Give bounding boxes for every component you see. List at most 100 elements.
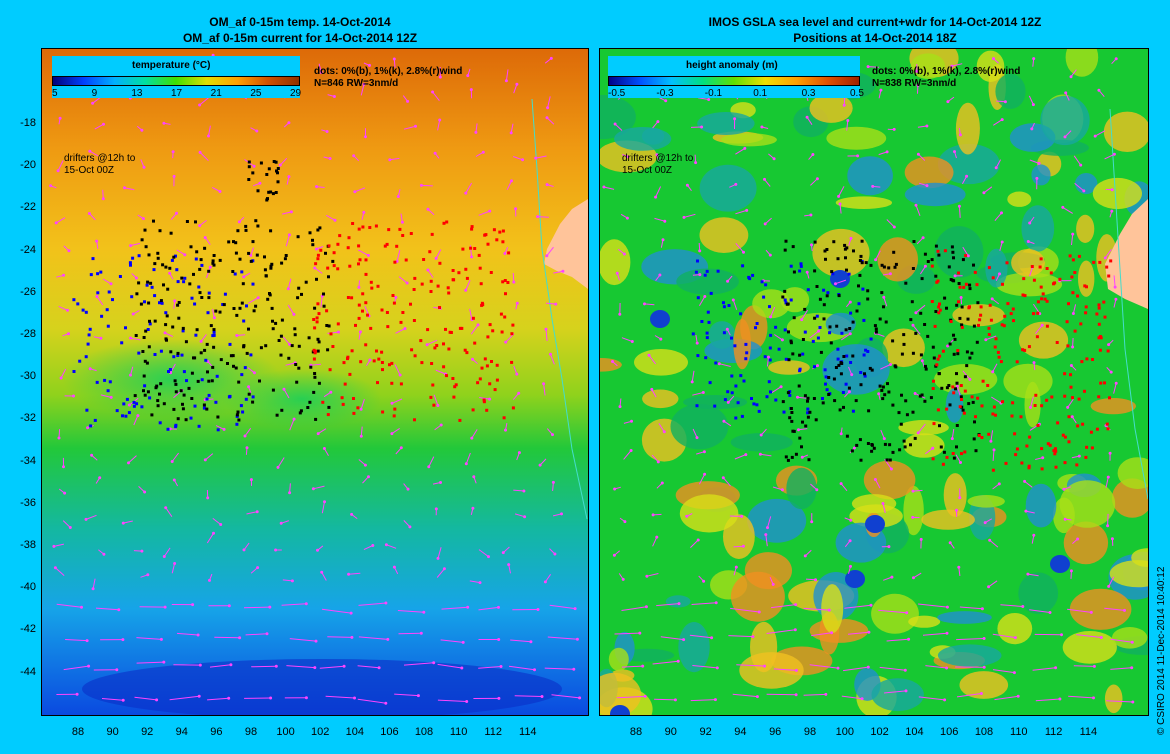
- drifter-dot: [264, 344, 268, 348]
- drifter-dot: [947, 265, 951, 269]
- colorbar-tick-label: 9: [91, 88, 98, 99]
- drifter-dot: [205, 397, 209, 401]
- drifter-dot: [410, 348, 414, 352]
- drifter-dot: [934, 274, 938, 278]
- drifter-dot: [319, 248, 323, 252]
- vector-head: [1092, 664, 1096, 668]
- drifter-dot: [352, 411, 356, 415]
- drifter-dot: [179, 389, 183, 393]
- drifter-dot: [931, 345, 935, 349]
- current-vector: [735, 242, 744, 253]
- drifter-dot: [786, 391, 790, 395]
- drifter-dot: [929, 396, 933, 400]
- drifter-dot: [886, 382, 889, 386]
- drifter-dot: [782, 410, 786, 414]
- drifter-dot: [155, 384, 159, 388]
- vector-head: [515, 372, 519, 376]
- vector-head: [101, 197, 105, 201]
- right-title-line2: Positions at 14-Oct-2014 18Z: [793, 31, 957, 45]
- anomaly-patch: [699, 217, 749, 254]
- current-vector: [478, 549, 489, 558]
- current-vector: [208, 125, 211, 137]
- drifter-dot: [270, 262, 274, 266]
- vector-head: [780, 488, 784, 492]
- drifter-dot: [831, 272, 835, 276]
- vector-head: [173, 562, 177, 565]
- drifter-dot: [146, 280, 150, 284]
- drifter-dot: [1058, 277, 1062, 281]
- drifter-dot: [244, 224, 248, 228]
- current-vector: [506, 180, 512, 191]
- vector-head: [487, 555, 490, 559]
- drifter-dot: [859, 254, 863, 258]
- drifter-dot: [784, 357, 788, 361]
- current-vector: [63, 665, 89, 671]
- drifter-dot: [1084, 305, 1088, 309]
- current-vector: [770, 306, 776, 318]
- vector-head: [438, 75, 442, 79]
- drifter-dot: [789, 407, 793, 410]
- vector-head: [207, 134, 210, 138]
- drifter-dot: [401, 311, 405, 314]
- vector-head: [654, 195, 658, 199]
- vector-head: [916, 431, 920, 435]
- drifter-dot: [1097, 322, 1101, 326]
- current-vector: [1029, 609, 1051, 613]
- drifter-dot: [857, 284, 860, 288]
- drifter-dot: [1108, 396, 1111, 400]
- drifter-dot: [393, 407, 397, 411]
- drifter-dot: [909, 318, 913, 322]
- drifter-dot: [438, 261, 442, 265]
- drifter-dot: [236, 229, 240, 233]
- drifter-dot: [173, 379, 177, 383]
- drifter-dot: [207, 393, 211, 397]
- drifter-dot: [267, 190, 271, 194]
- anomaly-patch: [1117, 457, 1148, 489]
- vector-head: [751, 635, 755, 639]
- drifter-dot: [855, 309, 859, 313]
- current-vector: [1029, 159, 1040, 164]
- current-vector: [843, 666, 869, 672]
- drifter-dot: [941, 462, 945, 466]
- drifter-dot: [356, 406, 360, 410]
- current-vector: [764, 179, 771, 187]
- drifter-dots-right: [691, 239, 1113, 472]
- drifter-dot: [1046, 442, 1050, 446]
- drifter-dot: [838, 408, 842, 412]
- drifter-dot: [231, 270, 235, 273]
- vector-head: [90, 453, 94, 457]
- vector-head: [1063, 135, 1067, 139]
- vector-head: [957, 565, 961, 569]
- drifter-dot: [967, 402, 971, 406]
- drifter-dot: [752, 402, 756, 406]
- drifter-dot: [960, 398, 963, 401]
- current-vector: [989, 539, 999, 548]
- right-colorbar-title: height anomaly (m): [686, 60, 778, 71]
- vector-head: [67, 249, 71, 253]
- drifter-dot: [822, 317, 826, 321]
- vector-head: [685, 183, 689, 187]
- vector-head: [673, 698, 677, 702]
- vector-head: [623, 520, 627, 524]
- vector-head: [1063, 517, 1067, 521]
- drifter-dot: [882, 305, 885, 309]
- drifter-dot: [956, 349, 960, 352]
- drifter-dot: [1085, 285, 1088, 289]
- drifter-dot: [297, 344, 301, 348]
- drifter-dot: [306, 406, 310, 409]
- drifter-dot: [205, 342, 209, 346]
- current-vector: [683, 213, 696, 218]
- drifter-dot: [1045, 267, 1049, 270]
- lat-tick-label: -32: [20, 412, 36, 425]
- drifter-dot: [740, 414, 744, 418]
- drifter-dot: [784, 239, 788, 243]
- vector-head: [408, 525, 412, 529]
- drifter-dot: [822, 288, 826, 292]
- drifter-dot: [825, 294, 829, 298]
- drifter-dot: [1069, 385, 1073, 389]
- drifter-dot: [945, 306, 948, 310]
- drifter-dot: [429, 290, 433, 293]
- current-vector: [915, 205, 921, 216]
- drifter-dot: [815, 285, 819, 288]
- vector-head: [912, 576, 915, 580]
